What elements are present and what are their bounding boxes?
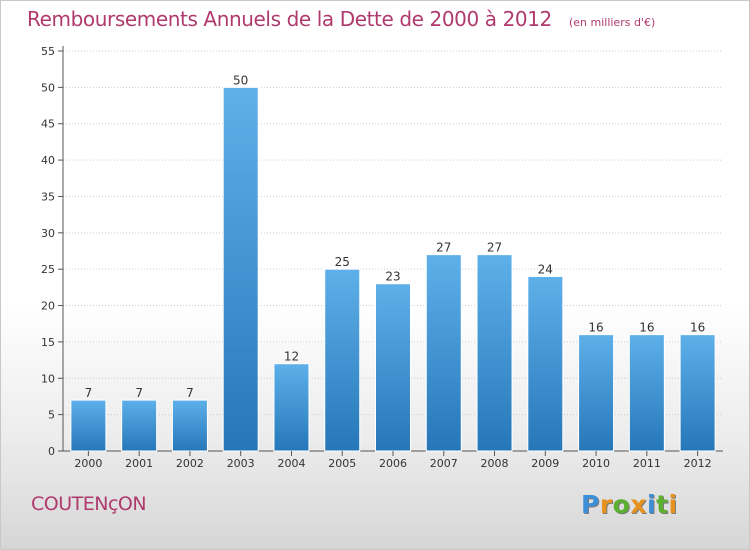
brand-letter: r bbox=[599, 490, 613, 519]
data-label: 7 bbox=[85, 386, 93, 400]
data-label: 24 bbox=[538, 262, 553, 276]
chart-title: Remboursements Annuels de la Dette de 20… bbox=[27, 7, 552, 31]
x-tick-label: 2003 bbox=[227, 457, 255, 470]
data-label: 23 bbox=[385, 270, 400, 284]
x-tick-label: 2002 bbox=[176, 457, 204, 470]
y-tick-label: 0 bbox=[48, 445, 55, 458]
y-tick-label: 20 bbox=[41, 300, 55, 313]
data-label: 7 bbox=[186, 386, 194, 400]
data-label: 27 bbox=[436, 241, 451, 255]
x-tick-label: 2010 bbox=[582, 457, 610, 470]
y-tick-label: 45 bbox=[41, 118, 55, 131]
x-tick-label: 2006 bbox=[379, 457, 407, 470]
y-tick-label: 25 bbox=[41, 263, 55, 276]
bar bbox=[578, 334, 615, 452]
x-tick-label: 2012 bbox=[684, 457, 712, 470]
bar bbox=[273, 363, 310, 452]
y-tick-label: 35 bbox=[41, 190, 55, 203]
bar bbox=[222, 86, 259, 452]
x-tick-label: 2001 bbox=[125, 457, 153, 470]
bar bbox=[70, 399, 107, 452]
bar bbox=[679, 334, 716, 452]
bar bbox=[476, 254, 513, 452]
x-tick-label: 2000 bbox=[74, 457, 102, 470]
data-label: 16 bbox=[639, 321, 654, 335]
brand-letter: t bbox=[656, 490, 669, 519]
data-label: 50 bbox=[233, 73, 248, 87]
brand-letter: i bbox=[647, 490, 657, 519]
bar bbox=[628, 334, 665, 452]
x-tick-label: 2008 bbox=[481, 457, 509, 470]
data-label: 16 bbox=[588, 321, 603, 335]
brand-letter: i bbox=[668, 490, 678, 519]
brand-letter: x bbox=[630, 490, 647, 519]
chart-subtitle: (en milliers d'€) bbox=[568, 16, 656, 29]
x-tick-label: 2011 bbox=[633, 457, 661, 470]
bar bbox=[527, 275, 564, 452]
x-tick-label: 2005 bbox=[328, 457, 356, 470]
x-tick-label: 2004 bbox=[277, 457, 305, 470]
bar bbox=[425, 254, 462, 452]
x-tick-label: 2009 bbox=[531, 457, 559, 470]
y-tick-label: 50 bbox=[41, 81, 55, 94]
y-tick-label: 55 bbox=[41, 45, 55, 58]
town-name: COUTENçON bbox=[31, 493, 147, 515]
data-label: 7 bbox=[135, 386, 143, 400]
brand-logo: Proxiti bbox=[581, 490, 678, 519]
bar bbox=[171, 399, 208, 452]
data-label: 16 bbox=[690, 321, 705, 335]
y-tick-label: 30 bbox=[41, 227, 55, 240]
data-label: 27 bbox=[487, 241, 502, 255]
y-tick-label: 40 bbox=[41, 154, 55, 167]
data-label: 25 bbox=[335, 255, 350, 269]
bar bbox=[121, 399, 158, 452]
data-label: 12 bbox=[284, 350, 299, 364]
brand-letter: o bbox=[612, 490, 631, 519]
bar bbox=[375, 283, 411, 452]
x-tick-label: 2007 bbox=[430, 457, 458, 470]
y-tick-label: 5 bbox=[48, 409, 55, 422]
y-tick-label: 15 bbox=[41, 336, 55, 349]
bar bbox=[324, 268, 361, 452]
brand-letter: P bbox=[581, 490, 600, 519]
y-tick-label: 10 bbox=[41, 372, 55, 385]
title-row: Remboursements Annuels de la Dette de 20… bbox=[27, 7, 655, 31]
